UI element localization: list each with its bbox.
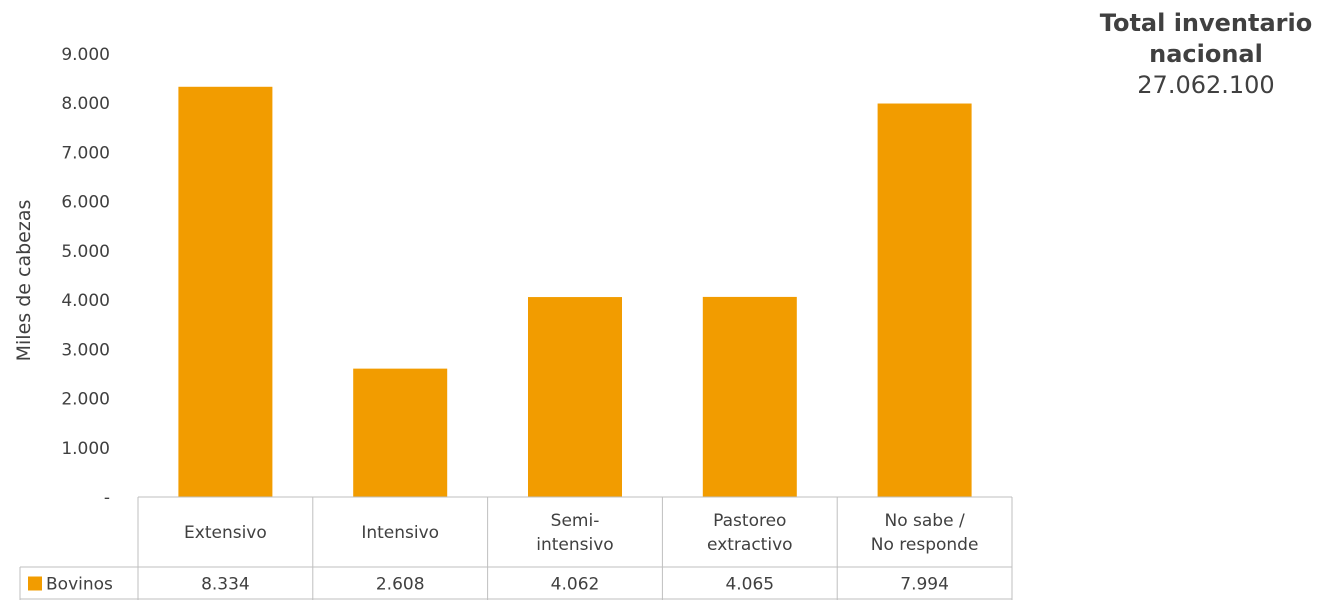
y-tick-label: 4.000 [61, 291, 110, 311]
y-axis: - 1.000 2.000 3.000 4.000 5.000 6.000 7.000 8.00… [61, 45, 110, 508]
y-tick-label: 2.000 [61, 390, 110, 410]
x-tick-label: No sabe / [885, 511, 965, 531]
x-tick-label: intensivo [536, 535, 613, 555]
data-label: 4.065 [725, 575, 774, 595]
y-axis-label: Miles de cabezas [13, 200, 35, 362]
y-tick-label: 8.000 [61, 94, 110, 114]
legend-swatch [28, 576, 42, 591]
x-tick-label: Pastoreo [713, 511, 786, 531]
y-tick-label: 1.000 [61, 439, 110, 459]
bar [353, 368, 448, 497]
y-tick-label: 3.000 [61, 340, 110, 360]
data-label: 8.334 [201, 575, 250, 595]
bar [877, 103, 972, 498]
y-tick-label: 9.000 [61, 45, 110, 65]
data-table: Extensivo Intensivo Semi-intensivo Pastoreo… [19, 496, 1013, 600]
bars [178, 86, 972, 498]
y-tick-label: - [104, 488, 110, 508]
x-tick-label: No responde [871, 535, 979, 555]
data-label: 4.062 [551, 575, 600, 595]
y-tick-label: 7.000 [61, 143, 110, 163]
legend-label: Bovinos [46, 575, 113, 595]
bar [528, 297, 622, 497]
total-inventory-title: Total inventario nacional [1099, 9, 1313, 68]
bar [178, 86, 273, 498]
y-tick-label: 6.000 [61, 193, 110, 213]
data-label: 7.994 [900, 575, 949, 595]
bar [702, 296, 797, 497]
total-inventory-value: 27.062.100 [1137, 71, 1275, 99]
x-tick-label: extractivo [707, 535, 793, 555]
y-tick-label: 5.000 [61, 242, 110, 262]
data-label: 2.608 [376, 575, 425, 595]
x-tick-label: Semi- [551, 511, 600, 531]
x-tick-label: Extensivo [184, 523, 267, 543]
x-tick-label: Intensivo [361, 523, 439, 543]
total-inventory-box: Total inventario nacional 27.062.100 [1090, 8, 1322, 101]
